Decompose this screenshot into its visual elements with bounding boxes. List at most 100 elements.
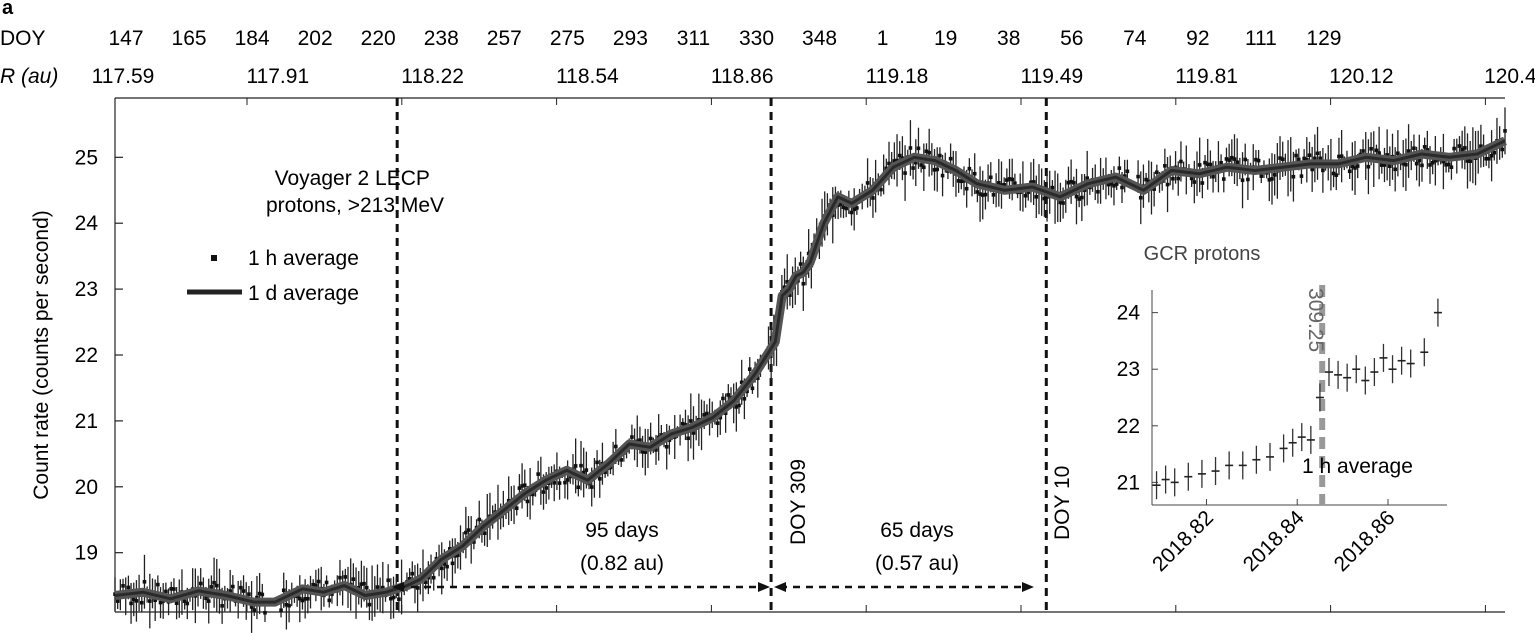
hourly-point — [316, 579, 321, 584]
hourly-point — [1385, 153, 1389, 157]
hourly-point — [715, 421, 720, 425]
hourly-point — [603, 470, 607, 475]
y-tick-label: 21 — [75, 410, 98, 433]
hourly-point — [362, 581, 366, 586]
hourly-point — [477, 517, 482, 522]
hourly-point — [231, 584, 235, 589]
doy309-label: DOY 309 — [787, 459, 810, 545]
hourly-point — [1315, 151, 1320, 156]
hourly-point — [407, 577, 412, 581]
hourly-point — [1013, 181, 1017, 185]
hourly-point — [456, 553, 460, 558]
hourly-point — [1350, 164, 1355, 169]
hourly-point — [287, 603, 291, 608]
inset-background — [1152, 290, 1447, 505]
hourly-point — [121, 584, 125, 588]
hourly-point — [1235, 160, 1239, 165]
hourly-point — [643, 450, 648, 454]
doy-tick-label: 56 — [1060, 27, 1083, 50]
hourly-point — [913, 160, 918, 165]
hourly-point — [581, 470, 586, 475]
r-tick-labels: 117.59 117.91 118.22 118.54 118.86 119.18 119.… — [92, 65, 1535, 88]
legend-label-daily: 1 d average — [248, 282, 359, 305]
hourly-point — [158, 600, 163, 605]
hourly-point — [1321, 168, 1325, 173]
hourly-point — [1152, 187, 1156, 191]
hourly-point — [1256, 158, 1261, 163]
doy-tick-label: 311 — [677, 27, 710, 50]
hourly-point — [734, 405, 739, 409]
hourly-point — [1414, 161, 1419, 166]
doy-tick-label: 293 — [613, 27, 648, 50]
hourly-point — [172, 587, 176, 591]
hourly-point — [359, 582, 364, 586]
hourly-point — [300, 598, 305, 603]
hourly-point — [1109, 181, 1114, 186]
hourly-point — [1484, 156, 1489, 161]
hourly-point — [525, 499, 530, 504]
hourly-point — [739, 380, 744, 385]
hourly-point — [798, 262, 803, 266]
hourly-point — [1165, 182, 1170, 187]
hourly-point — [557, 481, 562, 485]
hourly-point — [589, 485, 594, 489]
hourly-point — [1224, 157, 1229, 161]
hourly-point — [1114, 182, 1119, 186]
hourly-point — [747, 367, 752, 371]
hourly-point — [531, 492, 535, 497]
hourly-point — [689, 419, 693, 423]
hourly-point — [442, 562, 447, 566]
hourly-point — [1029, 180, 1033, 185]
hourly-point — [1050, 185, 1055, 190]
hourly-point — [619, 458, 623, 462]
hourly-point — [1259, 174, 1264, 178]
chart-title-line-2: protons, >213 MeV — [266, 194, 444, 217]
hourly-point — [156, 582, 160, 587]
hourly-point — [1010, 177, 1015, 182]
hourly-point — [1302, 156, 1306, 161]
doy-tick-label: 238 — [424, 27, 459, 50]
hourly-point — [1444, 163, 1448, 167]
r-tick-label: 118.54 — [556, 65, 619, 88]
hourly-point — [595, 460, 599, 465]
hourly-point — [892, 159, 897, 163]
hourly-point — [544, 486, 548, 490]
legend: 1 h average 1 d average — [187, 247, 359, 305]
hourly-point — [1296, 157, 1301, 162]
y-tick-label: 20 — [75, 476, 98, 499]
hourly-point — [214, 583, 219, 588]
hourly-point — [206, 599, 211, 603]
doy-tick-label: 1 — [877, 27, 889, 50]
hourly-point — [228, 589, 232, 593]
hourly-point — [303, 597, 307, 601]
hourly-point — [139, 600, 144, 605]
hourly-point — [1243, 157, 1248, 162]
hourly-point — [1085, 176, 1089, 180]
doy-tick-label: 275 — [550, 27, 585, 50]
hourly-point — [908, 146, 913, 150]
hourly-point — [1374, 148, 1379, 153]
hourly-point — [1069, 179, 1073, 184]
hourly-point — [129, 601, 133, 606]
hourly-point — [927, 150, 931, 155]
hourly-point — [397, 597, 401, 602]
hourly-point — [782, 285, 787, 290]
hourly-point — [375, 585, 380, 589]
hourly-point — [1382, 163, 1387, 167]
hourly-point — [1465, 159, 1470, 163]
doy-tick-label: 330 — [739, 27, 774, 50]
r-tick-label: 120.12 — [1329, 65, 1393, 88]
hourly-point — [940, 173, 945, 178]
hourly-point — [879, 187, 883, 192]
r-tick-label: 119.18 — [866, 65, 929, 88]
hourly-point — [1406, 149, 1411, 153]
hourly-point — [1278, 156, 1282, 160]
hourly-point — [1267, 178, 1272, 182]
hourly-point — [1339, 154, 1344, 158]
hourly-point — [386, 578, 390, 583]
hourly-point — [445, 564, 449, 569]
hourly-point — [1138, 195, 1143, 200]
hourly-point — [1007, 177, 1012, 181]
hourly-point — [919, 163, 923, 167]
hourly-point — [726, 393, 731, 397]
